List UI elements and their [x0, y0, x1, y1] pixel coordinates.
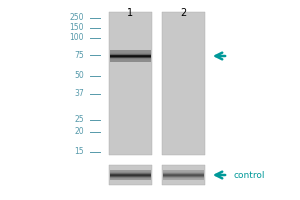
Bar [110, 60, 151, 61]
Bar [110, 174, 151, 175]
Bar [110, 179, 151, 180]
Text: 75: 75 [74, 50, 84, 60]
Bar [110, 177, 151, 178]
Bar [110, 53, 151, 54]
Bar [110, 51, 151, 52]
Text: 2: 2 [180, 8, 187, 18]
Text: 50: 50 [74, 72, 84, 80]
Text: 25: 25 [74, 116, 84, 124]
Text: 1: 1 [128, 8, 134, 18]
Bar [162, 12, 205, 155]
Bar [110, 173, 151, 174]
Bar [109, 12, 152, 155]
Bar [110, 61, 151, 62]
Bar [110, 178, 151, 179]
Bar [110, 52, 151, 53]
Bar [162, 165, 205, 185]
Bar [110, 57, 151, 58]
Bar [163, 171, 204, 172]
Bar [163, 176, 204, 177]
Bar [110, 54, 151, 55]
Bar [110, 176, 151, 177]
Bar [110, 171, 151, 172]
Bar [163, 178, 204, 179]
Text: control: control [234, 170, 266, 180]
Bar [163, 170, 204, 171]
Bar [163, 171, 204, 172]
Bar [110, 172, 151, 173]
Bar [110, 56, 151, 57]
Bar [110, 50, 151, 51]
Bar [163, 172, 204, 173]
Text: 150: 150 [70, 23, 84, 32]
Bar [163, 179, 204, 180]
Bar [110, 61, 151, 62]
Bar [163, 172, 204, 173]
Bar [110, 173, 151, 174]
Bar [110, 58, 151, 59]
Bar [163, 178, 204, 179]
Bar [163, 170, 204, 171]
Bar [110, 51, 151, 52]
Bar [110, 172, 151, 173]
Text: 15: 15 [74, 148, 84, 156]
Bar [163, 175, 204, 176]
Text: 100: 100 [70, 33, 84, 43]
Text: 20: 20 [74, 128, 84, 136]
Bar [110, 176, 151, 177]
Bar [110, 175, 151, 176]
Text: 37: 37 [74, 90, 84, 98]
Bar [163, 174, 204, 175]
Text: 250: 250 [70, 14, 84, 22]
Bar [110, 170, 151, 171]
Bar [110, 178, 151, 179]
Bar [110, 55, 151, 56]
Bar [163, 177, 204, 178]
Bar [110, 174, 151, 175]
Bar [110, 60, 151, 61]
Bar [163, 176, 204, 177]
Bar [163, 173, 204, 174]
Bar [110, 170, 151, 171]
Bar [163, 173, 204, 174]
Bar [163, 174, 204, 175]
Bar [110, 54, 151, 55]
Bar [110, 171, 151, 172]
Bar [109, 165, 152, 185]
Bar [110, 59, 151, 60]
